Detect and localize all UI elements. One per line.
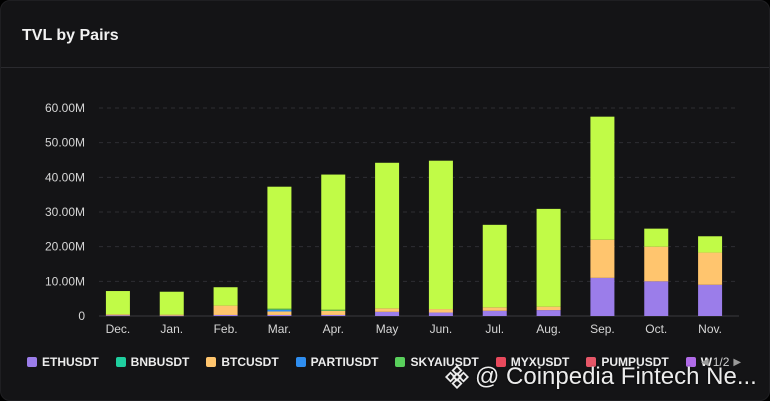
bar-segment[interactable]	[267, 309, 292, 312]
legend-swatch	[27, 357, 37, 367]
bar-segment[interactable]	[159, 315, 184, 317]
legend-next-icon[interactable]: ▶	[733, 356, 742, 368]
legend-item-myxusdt[interactable]: MYXUSDT	[495, 355, 570, 369]
bar-segment[interactable]	[105, 314, 130, 316]
bar-segment[interactable]	[105, 291, 130, 315]
y-tick-label: 40.00M	[45, 170, 85, 184]
bar-segment[interactable]	[698, 284, 723, 316]
bar-segment[interactable]	[698, 252, 723, 285]
bar-segment[interactable]	[698, 236, 723, 253]
y-tick-label: 50.00M	[45, 136, 85, 150]
bar-segment[interactable]	[428, 309, 453, 313]
chart-title: TVL by Pairs	[22, 27, 119, 44]
bar-segment[interactable]	[213, 305, 238, 315]
x-tick-label: Jan.	[160, 322, 183, 336]
legend-item-skyaiusdt[interactable]: SKYAIUSDT	[395, 355, 479, 369]
legend-label: BNBUSDT	[130, 355, 190, 369]
legend-label: MYXUSDT	[510, 355, 570, 369]
legend-label: PUMPUSDT	[601, 355, 669, 369]
y-tick-label: 20.00M	[45, 240, 85, 254]
legend-swatch	[495, 357, 506, 367]
legend-prev-icon[interactable]: ◀	[701, 356, 709, 368]
legend-swatch	[115, 357, 126, 367]
x-tick-label: Dec.	[106, 322, 131, 336]
bar-segment[interactable]	[536, 306, 561, 311]
legend-pager: ◀ 1/2 ▶	[697, 353, 745, 371]
bar-segment[interactable]	[536, 310, 561, 316]
bar-segment[interactable]	[213, 287, 238, 306]
y-tick-label: 10.00M	[45, 274, 85, 288]
x-tick-label: Jun.	[430, 322, 453, 336]
bar-segment[interactable]	[159, 314, 184, 316]
bar-segment[interactable]	[482, 307, 507, 311]
bar-segment[interactable]	[590, 277, 615, 316]
bar-segment[interactable]	[321, 314, 346, 316]
x-tick-label: Aug.	[536, 322, 561, 336]
bar-segment[interactable]	[428, 160, 453, 310]
bar-segment[interactable]	[267, 314, 292, 316]
bar-segment[interactable]	[375, 162, 400, 309]
legend-item-bnbusdt[interactable]: BNBUSDT	[115, 355, 190, 369]
x-tick-label: Nov.	[698, 322, 722, 336]
y-tick-label: 60.00M	[45, 101, 85, 115]
y-tick-label: 0	[78, 309, 85, 323]
bar-segment[interactable]	[428, 312, 453, 316]
watermark-text: @ Coinpedia Fintech Ne...	[475, 363, 757, 390]
bar-segment[interactable]	[590, 116, 615, 240]
bar-segment[interactable]	[644, 246, 669, 282]
legend-swatch	[395, 357, 406, 367]
legend: ETHUSDT BNBUSDT BTCUSDT PARTIUSDT SKYAIUSDT M…	[27, 353, 729, 371]
x-tick-label: Mar.	[268, 322, 291, 336]
watermark: @ Coinpedia Fintech Ne...	[445, 363, 757, 391]
bar-segment[interactable]	[321, 310, 346, 315]
legend-swatch	[206, 357, 217, 367]
bar-segment[interactable]	[267, 308, 292, 310]
bar-segment[interactable]	[482, 224, 507, 308]
title-divider	[1, 67, 769, 68]
legend-item-w[interactable]: W	[685, 355, 713, 369]
bar-segment[interactable]	[321, 309, 346, 311]
bar-segment[interactable]	[644, 228, 669, 247]
legend-item-btcusdt[interactable]: BTCUSDT	[206, 355, 279, 369]
bar-segment[interactable]	[375, 311, 400, 316]
legend-label: W	[700, 355, 713, 369]
x-tick-label: Feb.	[214, 322, 238, 336]
legend-label: PARTIUSDT	[310, 355, 379, 369]
x-tick-label: Jul.	[485, 322, 504, 336]
bar-segment[interactable]	[267, 311, 292, 315]
bar-segment[interactable]	[213, 314, 238, 316]
legend-swatch	[685, 357, 696, 367]
legend-label: BTCUSDT	[221, 355, 279, 369]
bar-segment[interactable]	[105, 315, 130, 316]
y-tick-label: 30.00M	[45, 205, 85, 219]
legend-page-indicator: 1/2	[712, 355, 730, 369]
bar-segment[interactable]	[644, 281, 669, 316]
bar-segment[interactable]	[159, 291, 184, 315]
legend-label: ETHUSDT	[42, 355, 99, 369]
x-tick-label: May	[376, 322, 399, 336]
legend-swatch	[586, 357, 597, 367]
legend-item-partiusdt[interactable]: PARTIUSDT	[295, 355, 379, 369]
legend-item-pumpusdt[interactable]: PUMPUSDT	[586, 355, 669, 369]
x-tick-label: Sep.	[590, 322, 615, 336]
x-tick-label: Apr.	[323, 322, 344, 336]
bar-segment[interactable]	[321, 174, 346, 310]
bar-segment[interactable]	[536, 208, 561, 307]
x-tick-label: Oct.	[645, 322, 667, 336]
bar-segment[interactable]	[375, 308, 400, 312]
legend-label: SKYAIUSDT	[410, 355, 479, 369]
bar-segment[interactable]	[267, 186, 292, 309]
bar-segment[interactable]	[590, 239, 615, 278]
binance-logo-icon	[445, 365, 469, 389]
bar-segment[interactable]	[482, 310, 507, 316]
legend-swatch	[295, 357, 306, 367]
legend-item-ethusdt[interactable]: ETHUSDT	[27, 355, 99, 369]
